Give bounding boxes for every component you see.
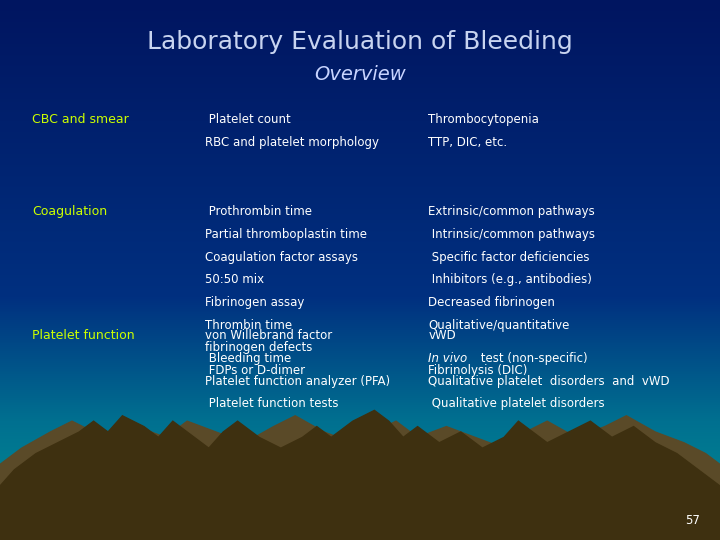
Text: Overview: Overview xyxy=(314,65,406,84)
Text: In vivo: In vivo xyxy=(428,352,468,365)
Text: RBC and platelet morphology: RBC and platelet morphology xyxy=(205,136,379,149)
Text: Platelet count: Platelet count xyxy=(205,113,291,126)
Text: Coagulation: Coagulation xyxy=(32,205,107,218)
Text: Thrombocytopenia: Thrombocytopenia xyxy=(428,113,539,126)
Text: Qualitative platelet  disorders  and  vWD: Qualitative platelet disorders and vWD xyxy=(428,375,670,388)
Text: Specific factor deficiencies: Specific factor deficiencies xyxy=(428,251,590,264)
Text: CBC and smear: CBC and smear xyxy=(32,113,129,126)
Text: fibrinogen defects: fibrinogen defects xyxy=(205,341,312,354)
Text: Bleeding time: Bleeding time xyxy=(205,352,292,365)
Text: Extrinsic/common pathways: Extrinsic/common pathways xyxy=(428,205,595,218)
Text: Intrinsic/common pathways: Intrinsic/common pathways xyxy=(428,228,595,241)
Text: Decreased fibrinogen: Decreased fibrinogen xyxy=(428,296,555,309)
Text: Thrombin time: Thrombin time xyxy=(205,319,292,332)
Text: vWD: vWD xyxy=(428,329,456,342)
Text: von Willebrand factor: von Willebrand factor xyxy=(205,329,333,342)
Text: Platelet function tests: Platelet function tests xyxy=(205,397,338,410)
Text: Inhibitors (e.g., antibodies): Inhibitors (e.g., antibodies) xyxy=(428,273,593,286)
Text: Prothrombin time: Prothrombin time xyxy=(205,205,312,218)
Text: Fibrinogen assay: Fibrinogen assay xyxy=(205,296,305,309)
Text: FDPs or D-dimer: FDPs or D-dimer xyxy=(205,364,305,377)
Text: Qualitative platelet disorders: Qualitative platelet disorders xyxy=(428,397,605,410)
Polygon shape xyxy=(0,410,720,540)
Text: 57: 57 xyxy=(685,514,700,526)
Text: Platelet function: Platelet function xyxy=(32,329,135,342)
Polygon shape xyxy=(0,416,720,540)
Text: TTP, DIC, etc.: TTP, DIC, etc. xyxy=(428,136,508,149)
Text: test (non-specific): test (non-specific) xyxy=(477,352,588,365)
Text: Platelet function analyzer (PFA): Platelet function analyzer (PFA) xyxy=(205,375,390,388)
Text: Qualitative/quantitative: Qualitative/quantitative xyxy=(428,319,570,332)
Text: Laboratory Evaluation of Bleeding: Laboratory Evaluation of Bleeding xyxy=(147,30,573,53)
Text: Partial thromboplastin time: Partial thromboplastin time xyxy=(205,228,367,241)
Text: Coagulation factor assays: Coagulation factor assays xyxy=(205,251,359,264)
Text: 50:50 mix: 50:50 mix xyxy=(205,273,264,286)
Text: Fibrinolysis (DIC): Fibrinolysis (DIC) xyxy=(428,364,528,377)
